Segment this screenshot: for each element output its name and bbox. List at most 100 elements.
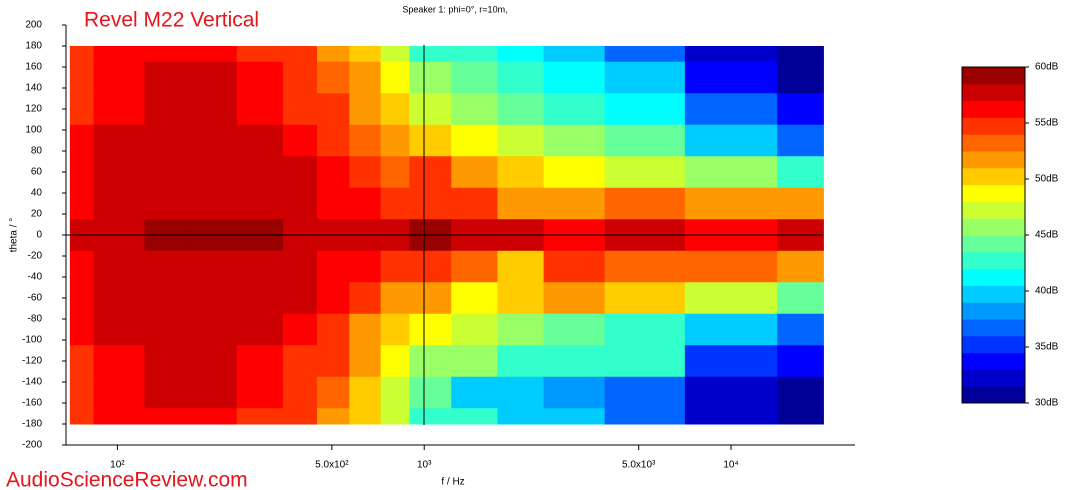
heat-cell xyxy=(316,61,350,94)
y-tick-label: -40 xyxy=(28,272,43,283)
heat-cell xyxy=(69,124,95,157)
heat-cell xyxy=(777,345,824,378)
x-tick-label: 5.0x10³ xyxy=(622,460,656,471)
heat-cell xyxy=(144,93,192,126)
heat-cell xyxy=(282,46,318,63)
heat-cell xyxy=(451,156,498,189)
heat-cell xyxy=(69,376,95,409)
heat-cell xyxy=(380,345,410,378)
heat-cell xyxy=(282,250,318,283)
heat-cell xyxy=(282,187,318,220)
y-axis-label: theta / ° xyxy=(9,218,20,253)
heat-cell xyxy=(543,93,606,126)
colorbar-band xyxy=(962,386,1025,404)
heat-cell xyxy=(409,93,452,126)
heat-cell xyxy=(69,156,95,189)
heat-cell xyxy=(380,156,410,189)
heat-cell xyxy=(497,187,545,220)
heat-cell xyxy=(93,282,145,315)
heat-cell xyxy=(684,156,778,189)
colorbar-tick-label: 30dB xyxy=(1035,398,1059,409)
y-tick-label: -20 xyxy=(28,251,43,262)
heat-cell xyxy=(69,46,95,63)
heat-cell xyxy=(777,187,824,220)
heat-cell xyxy=(543,156,606,189)
heat-cell xyxy=(409,408,452,425)
heat-cell xyxy=(349,313,382,346)
y-tick-label: 20 xyxy=(31,209,43,220)
colorbar-tick-label: 50dB xyxy=(1035,174,1059,185)
heat-cell xyxy=(543,282,606,315)
heat-cell xyxy=(69,313,95,346)
heat-cell xyxy=(451,408,498,425)
heat-cell xyxy=(190,61,238,94)
heat-cell xyxy=(543,61,606,94)
heat-cell xyxy=(236,124,284,157)
heat-cell xyxy=(236,282,284,315)
heat-cell xyxy=(684,46,778,63)
heat-cell xyxy=(236,93,284,126)
heat-cell xyxy=(69,61,95,94)
heat-cell xyxy=(684,93,778,126)
colorbar-band xyxy=(962,167,1025,186)
colorbar-tick-label: 40dB xyxy=(1035,286,1059,297)
heat-cell xyxy=(316,187,350,220)
colorbar-tick-label: 55dB xyxy=(1035,118,1059,129)
heat-cell xyxy=(93,376,145,409)
colorbar-tick-label: 45dB xyxy=(1035,230,1059,241)
heat-cell xyxy=(93,408,145,425)
colorbar-band xyxy=(962,201,1025,219)
heat-cell xyxy=(349,345,382,378)
colorbar-band xyxy=(962,117,1025,135)
x-tick-label: 5.0x10² xyxy=(315,460,349,471)
x-tick-label: 10² xyxy=(110,460,125,471)
heat-cell xyxy=(604,345,686,378)
watermark: AudioScienceReview.com xyxy=(6,469,248,490)
heat-cell xyxy=(93,187,145,220)
heat-cell xyxy=(144,376,192,409)
colorbar-band xyxy=(962,151,1025,169)
heat-cell xyxy=(282,376,318,409)
heat-cell xyxy=(144,345,192,378)
heat-cell xyxy=(543,408,606,425)
heat-cell xyxy=(93,313,145,346)
heat-cell xyxy=(349,250,382,283)
heat-cell xyxy=(497,124,545,157)
heat-cell xyxy=(144,250,192,283)
heat-cell xyxy=(316,313,350,346)
heat-cell xyxy=(684,187,778,220)
heat-cell xyxy=(282,93,318,126)
colorbar: 60dB 55dB 50dB 45dB 40dB 35dB 30dB xyxy=(961,62,1059,409)
heat-cell xyxy=(236,376,284,409)
heat-cell xyxy=(497,282,545,315)
heat-cell xyxy=(349,46,382,63)
heat-cell xyxy=(316,156,350,189)
heat-cell xyxy=(380,61,410,94)
y-tick-label: -120 xyxy=(22,356,42,367)
y-tick-label: 40 xyxy=(31,188,43,199)
heat-cell xyxy=(543,250,606,283)
heat-cell xyxy=(69,93,95,126)
heat-cell xyxy=(190,124,238,157)
y-tick-label: 140 xyxy=(25,83,42,94)
heat-cell xyxy=(69,250,95,283)
heat-cell xyxy=(282,408,318,425)
colorbar-band xyxy=(962,369,1025,387)
heat-cell xyxy=(684,345,778,378)
heat-cell xyxy=(684,376,778,409)
heat-cell xyxy=(777,250,824,283)
heat-cell xyxy=(316,124,350,157)
y-tick-label: -80 xyxy=(28,314,43,325)
heat-cell xyxy=(543,345,606,378)
y-tick-label: 200 xyxy=(25,20,42,31)
heat-cell xyxy=(684,250,778,283)
heat-cell xyxy=(93,93,145,126)
y-tick-label: 160 xyxy=(25,62,42,73)
heat-cell xyxy=(282,124,318,157)
heat-cell xyxy=(190,93,238,126)
chart-subtitle: Speaker 1: phi=0°, r=10m, xyxy=(402,4,507,14)
heat-cell xyxy=(316,282,350,315)
heat-cell xyxy=(282,156,318,189)
heat-cell xyxy=(282,345,318,378)
